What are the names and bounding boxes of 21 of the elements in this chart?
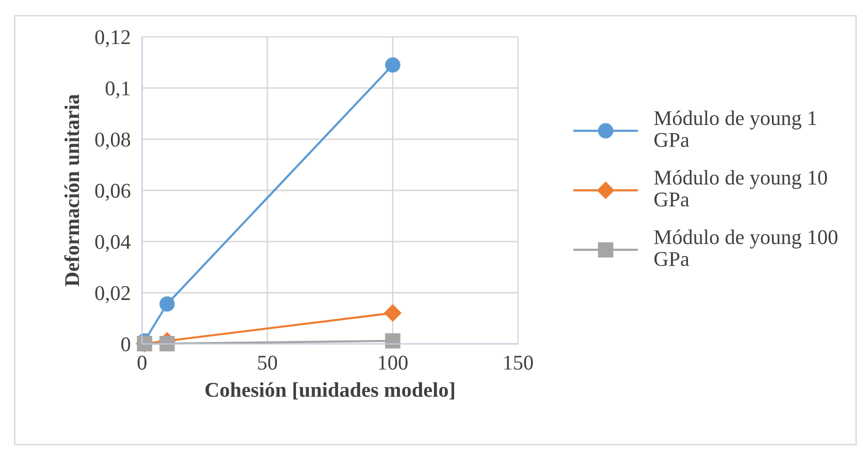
x-axis-title: Cohesión [unidades modelo] xyxy=(205,382,454,400)
point xyxy=(159,296,175,312)
point xyxy=(385,57,400,73)
y-tick-label: 0 xyxy=(121,337,130,352)
x-tick-label: 50 xyxy=(258,356,278,370)
y-tick-label: 0,06 xyxy=(95,184,130,201)
x-tick-label: 0 xyxy=(138,356,146,370)
point xyxy=(159,336,175,352)
y-tick-label: 0,12 xyxy=(95,30,130,48)
legend-label: Módulo de young 10 GPa xyxy=(654,170,827,207)
y-tick-label: 0,02 xyxy=(95,286,130,304)
point xyxy=(384,304,402,322)
legend-label: Módulo de young 1 GPa xyxy=(654,110,816,148)
y-tick-label: 0,08 xyxy=(95,132,130,150)
y-tick-label: 0,1 xyxy=(106,81,130,98)
x-tick-label: 150 xyxy=(504,356,533,370)
y-axis-title: Deformación unitaria xyxy=(64,94,80,286)
legend-label: Módulo de young 100 GPa xyxy=(654,230,838,266)
x-tick-label: 100 xyxy=(378,356,408,370)
point xyxy=(385,333,400,348)
y-tick-label: 0,04 xyxy=(95,234,131,252)
